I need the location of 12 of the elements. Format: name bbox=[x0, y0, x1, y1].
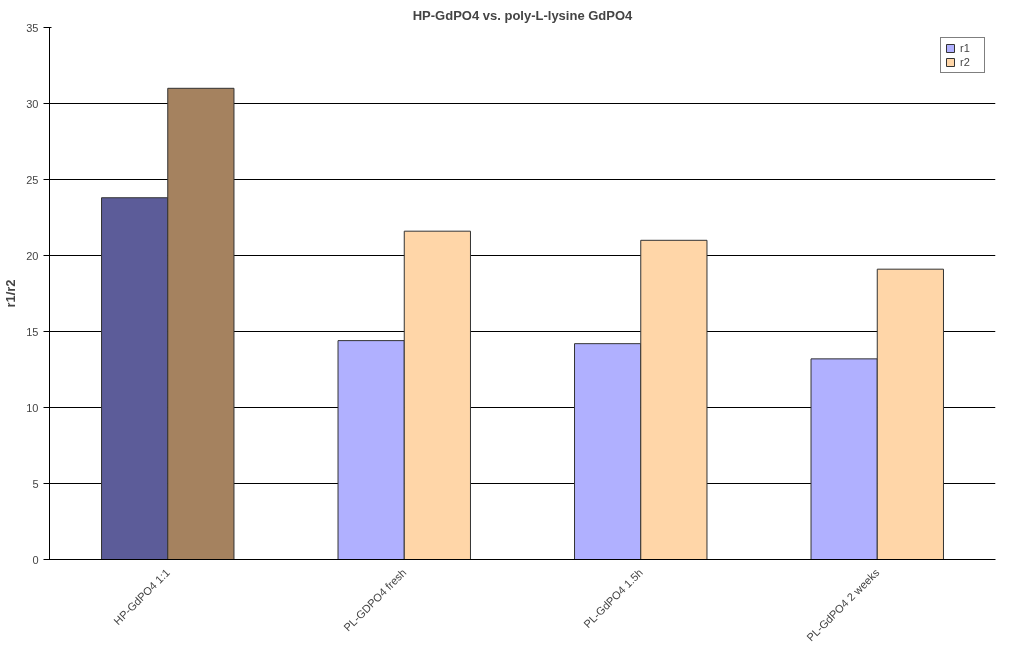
legend-label: r1 bbox=[960, 42, 971, 54]
y-tick-label: 0 bbox=[32, 553, 39, 566]
y-tick-label: 10 bbox=[26, 401, 39, 414]
y-axis-title: r1/r2 bbox=[3, 279, 19, 308]
y-tick-label: 5 bbox=[32, 477, 39, 490]
y-tick-label: 15 bbox=[26, 325, 39, 338]
chart-title: HP-GdPO4 vs. poly-L-lysine GdPO4 bbox=[412, 7, 634, 23]
y-tick-label: 30 bbox=[26, 97, 39, 110]
y-tick-label: 20 bbox=[26, 249, 39, 262]
y-tick-label: 35 bbox=[26, 21, 39, 34]
y-tick-label: 25 bbox=[26, 173, 39, 186]
legend-label: r2 bbox=[960, 56, 971, 68]
